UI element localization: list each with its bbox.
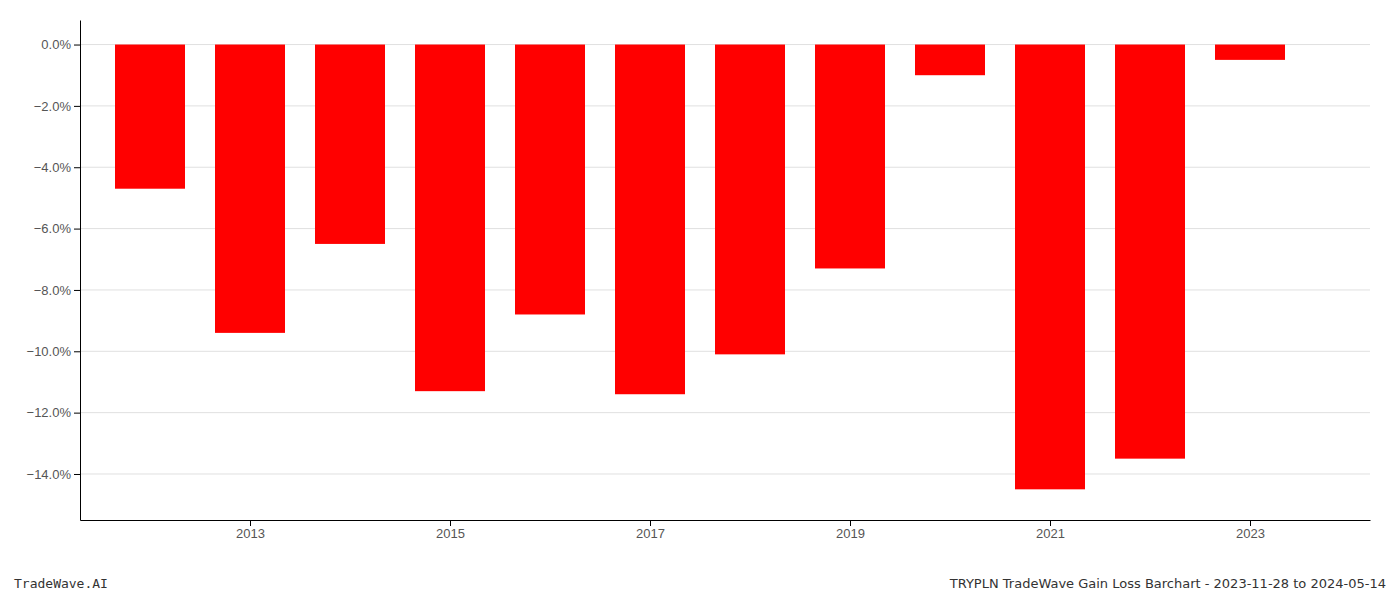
y-tick-label: −4.0%	[34, 160, 72, 175]
y-axis: 0.0% −2.0% −4.0% −6.0% −8.0% −10.0% −12.0% −14.…	[27, 21, 81, 521]
x-tick: 2021	[1036, 520, 1065, 541]
bar	[1115, 45, 1185, 459]
y-tick: −4.0%	[34, 160, 80, 175]
x-tick-mark	[650, 520, 651, 526]
y-tick-label: −2.0%	[34, 99, 72, 114]
y-tick: 0.0%	[41, 37, 80, 52]
bar	[715, 45, 785, 355]
y-tick-mark	[74, 167, 80, 168]
y-tick-label: −8.0%	[34, 283, 72, 298]
y-tick: −12.0%	[27, 405, 80, 420]
x-tick: 2017	[636, 520, 665, 541]
bar	[515, 45, 585, 315]
bar	[115, 45, 185, 189]
y-tick-label: −12.0%	[27, 405, 72, 420]
x-tick: 2019	[836, 520, 865, 541]
x-tick: 2023	[1236, 520, 1265, 541]
x-tick: 2013	[236, 520, 265, 541]
x-axis-line	[81, 520, 1371, 521]
y-tick-label: −6.0%	[34, 221, 72, 236]
bar	[215, 45, 285, 333]
y-tick-mark	[74, 413, 80, 414]
y-tick: −8.0%	[34, 283, 80, 298]
y-tick-mark	[74, 45, 80, 46]
x-tick-label: 2017	[636, 526, 665, 541]
y-tick-mark	[74, 229, 80, 230]
x-tick-mark	[1050, 520, 1051, 526]
chart-svg: 0.0% −2.0% −4.0% −6.0% −8.0% −10.0% −12.0% −14.…	[0, 0, 1400, 600]
x-tick-mark	[250, 520, 251, 526]
x-tick-label: 2021	[1036, 526, 1065, 541]
bar	[1015, 45, 1085, 490]
y-axis-line	[80, 21, 81, 521]
footer-left: TradeWave.AI	[14, 576, 108, 591]
y-tick: −10.0%	[27, 344, 80, 359]
y-tick: −6.0%	[34, 221, 80, 236]
x-tick-mark	[450, 520, 451, 526]
x-tick: 2015	[436, 520, 465, 541]
grid	[80, 45, 1370, 474]
x-axis: 2013 2015 2017 2019 2021 2023	[81, 520, 1371, 541]
y-tick-label: −10.0%	[27, 344, 72, 359]
y-tick-label: −14.0%	[27, 467, 72, 482]
bar	[315, 45, 385, 244]
footer-right: TRYPLN TradeWave Gain Loss Barchart - 20…	[949, 576, 1386, 591]
x-tick-label: 2015	[436, 526, 465, 541]
bar	[1215, 45, 1285, 60]
bar	[415, 45, 485, 392]
y-tick: −14.0%	[27, 467, 80, 482]
bar	[615, 45, 685, 395]
x-tick-label: 2013	[236, 526, 265, 541]
y-tick-label: 0.0%	[41, 37, 71, 52]
y-tick-mark	[74, 290, 80, 291]
x-tick-label: 2019	[836, 526, 865, 541]
y-tick-mark	[74, 474, 80, 475]
x-tick-label: 2023	[1236, 526, 1265, 541]
x-tick-mark	[850, 520, 851, 526]
bar	[915, 45, 985, 76]
bars	[115, 45, 1285, 490]
grid-line	[80, 473, 1370, 474]
bar	[815, 45, 885, 269]
y-tick-mark	[74, 351, 80, 352]
y-tick-mark	[74, 106, 80, 107]
y-tick: −2.0%	[34, 99, 80, 114]
plot-area: 0.0% −2.0% −4.0% −6.0% −8.0% −10.0% −12.0% −14.…	[27, 21, 1371, 542]
x-tick-mark	[1250, 520, 1251, 526]
